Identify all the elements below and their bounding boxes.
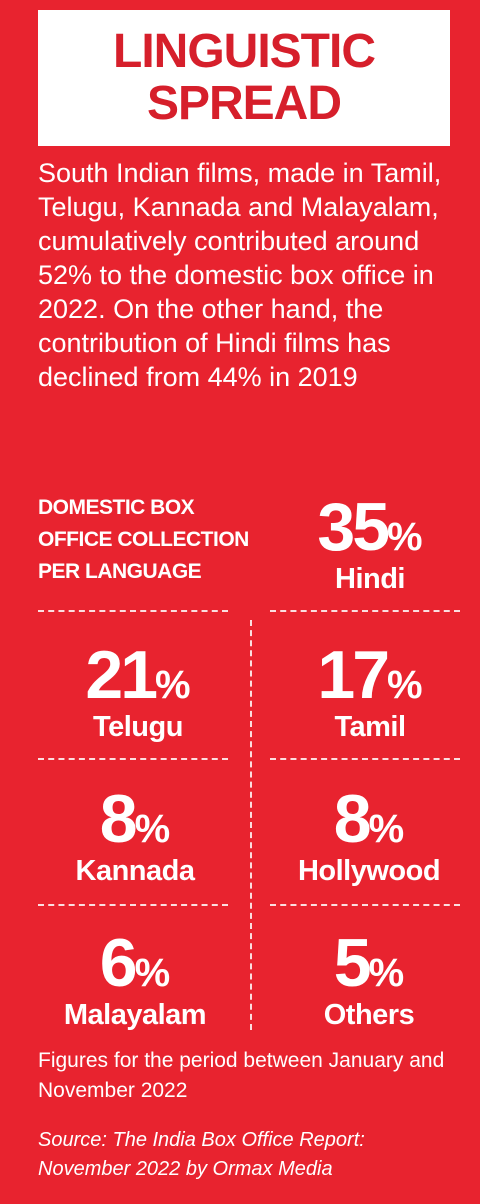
- stat-value-telugu: 21%: [38, 640, 238, 710]
- stat-others: 5% Others: [264, 928, 474, 1032]
- stat-label-telugu: Telugu: [93, 711, 183, 743]
- column-divider: [250, 620, 252, 1030]
- percent-sign: %: [134, 951, 171, 995]
- stat-hollywood: 8% Hollywood: [264, 784, 474, 888]
- stat-tamil: 17% Tamil: [270, 640, 470, 744]
- chart-title-line-1: DOMESTIC BOX: [38, 496, 195, 519]
- stat-value-malayalam: 6%: [30, 928, 240, 998]
- stat-hindi: 35% Hindi: [290, 492, 450, 596]
- chart-title: DOMESTIC BOX OFFICE COLLECTION PER LANGU…: [38, 492, 298, 588]
- title-box: LINGUISTIC SPREAD: [38, 10, 450, 146]
- intro-text: South Indian films, made in Tamil, Telug…: [38, 158, 442, 392]
- stat-telugu: 21% Telugu: [38, 640, 238, 744]
- footnote: Figures for the period between January a…: [38, 1049, 445, 1102]
- percent-sign: %: [368, 807, 405, 851]
- stat-label-tamil: Tamil: [334, 711, 406, 743]
- title-line-1: LINGUISTIC: [113, 25, 376, 78]
- stat-value-hindi: 35%: [290, 492, 450, 562]
- chart-title-line-2: OFFICE COLLECTION: [38, 528, 249, 551]
- percent-sign: %: [134, 807, 171, 851]
- title-line-2: SPREAD: [146, 77, 342, 130]
- source-note: Source: The India Box Office Report: Nov…: [38, 1129, 365, 1180]
- stat-malayalam: 6% Malayalam: [30, 928, 240, 1032]
- stat-label-hollywood: Hollywood: [297, 855, 441, 887]
- divider-row-1-right: [270, 610, 460, 612]
- percent-sign: %: [368, 951, 405, 995]
- stat-value-hollywood: 8%: [264, 784, 474, 854]
- stat-number: 17: [317, 637, 390, 713]
- stat-value-kannada: 8%: [30, 784, 240, 854]
- percent-sign: %: [155, 663, 191, 707]
- stat-kannada: 8% Kannada: [30, 784, 240, 888]
- stat-number: 21: [85, 637, 158, 713]
- stat-value-others: 5%: [264, 928, 474, 998]
- divider-row-3-right: [270, 904, 460, 906]
- percent-sign: %: [387, 663, 423, 707]
- divider-row-2-right: [270, 758, 460, 760]
- stat-number: 35: [317, 489, 390, 565]
- stat-number: 5: [333, 925, 372, 1001]
- stat-number: 6: [99, 925, 138, 1001]
- stat-number: 8: [333, 781, 372, 857]
- stat-number: 8: [99, 781, 138, 857]
- stat-label-others: Others: [323, 999, 415, 1031]
- divider-row-3: [38, 904, 228, 906]
- percent-sign: %: [387, 515, 423, 559]
- divider-row-1: [38, 610, 228, 612]
- stat-label-kannada: Kannada: [75, 855, 195, 887]
- stat-label-hindi: Hindi: [335, 563, 406, 595]
- divider-row-2: [38, 758, 228, 760]
- chart-title-line-3: PER LANGUAGE: [38, 560, 202, 583]
- stat-label-malayalam: Malayalam: [63, 999, 207, 1031]
- stat-value-tamil: 17%: [270, 640, 470, 710]
